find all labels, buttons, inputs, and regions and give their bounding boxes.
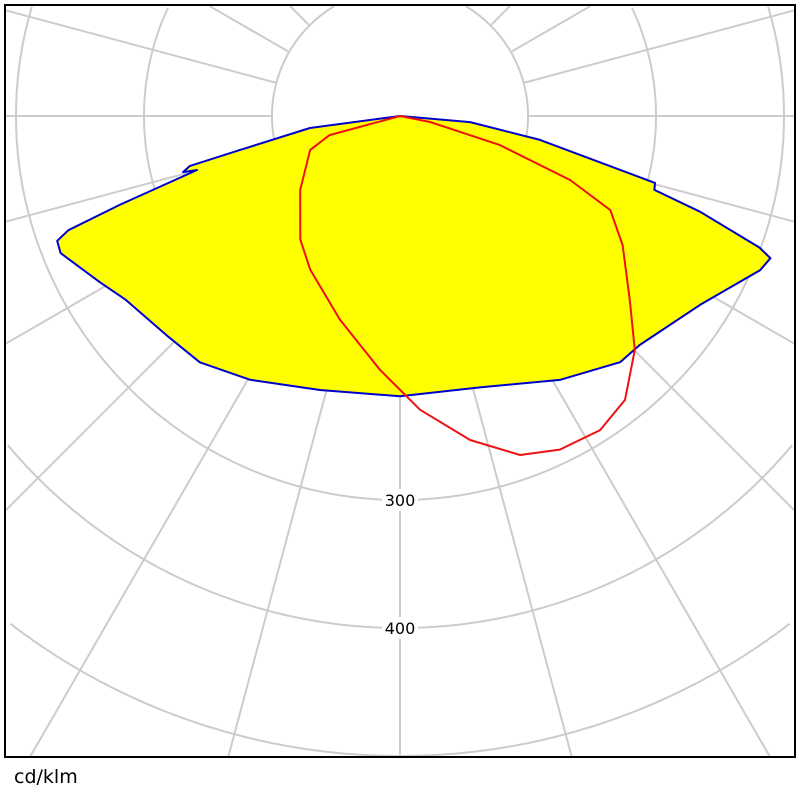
curves bbox=[56, 115, 772, 456]
grid-circle bbox=[631, 7, 657, 116]
intensity-curve-1 bbox=[56, 115, 772, 398]
grid-spoke bbox=[489, 5, 511, 27]
grid-spoke bbox=[5, 9, 277, 84]
label-bg bbox=[382, 617, 418, 639]
radial-tick-label: 300 bbox=[385, 491, 416, 510]
grid-circle bbox=[465, 5, 529, 116]
grid-circle bbox=[767, 6, 785, 116]
grid-spoke bbox=[208, 5, 290, 53]
radial-tick-label: 400 bbox=[385, 619, 416, 638]
unit-label: cd/klm bbox=[14, 766, 78, 788]
plot-frame bbox=[4, 4, 796, 758]
grid-spoke bbox=[510, 5, 592, 53]
grid-circle bbox=[15, 6, 785, 501]
intensity-curve-2 bbox=[299, 115, 636, 456]
radial-labels: 300 400 bbox=[382, 489, 418, 639]
label-bg bbox=[382, 489, 418, 511]
grid-spoke bbox=[523, 9, 795, 84]
grid-spoke bbox=[289, 5, 311, 27]
